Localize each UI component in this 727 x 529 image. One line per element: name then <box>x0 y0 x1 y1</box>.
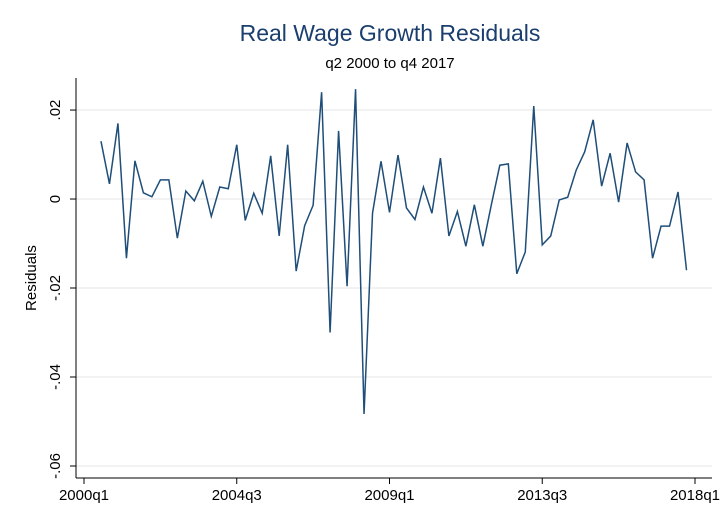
y-tick-label: -.02 <box>47 275 64 301</box>
x-tick-label: 2000q1 <box>59 487 109 504</box>
x-tick-label: 2018q1 <box>670 487 720 504</box>
x-tick-label: 2013q3 <box>517 487 567 504</box>
chart-title: Real Wage Growth Residuals <box>240 20 541 46</box>
x-tick-label: 2004q3 <box>212 487 262 504</box>
y-tick-label: 0 <box>47 195 64 203</box>
y-tick-label: -.04 <box>47 364 64 390</box>
y-axis-label: Residuals <box>23 245 40 311</box>
y-tick-label: .02 <box>47 100 64 121</box>
data-line <box>100 89 688 414</box>
x-tick-label: 2009q1 <box>364 487 414 504</box>
y-tick-label: -.06 <box>47 453 64 479</box>
chart-subtitle: q2 2000 to q4 2017 <box>325 55 454 72</box>
